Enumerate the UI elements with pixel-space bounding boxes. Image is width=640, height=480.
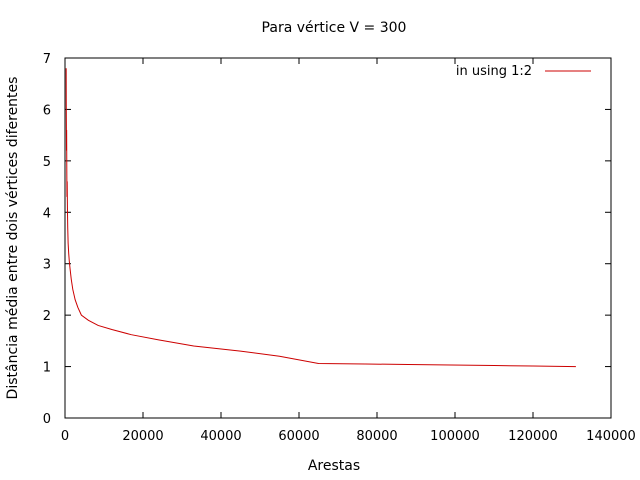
plot-frame [64,57,612,419]
x-tick-label: 40000 [200,429,241,444]
x-tick-label: 80000 [356,429,397,444]
y-tick-label: 1 [43,361,51,376]
legend: in using 1:2 [456,64,591,79]
x-tick-label: 120000 [508,429,558,444]
y-tick-label: 2 [43,309,51,324]
y-axis-label: Distância média entre dois vértices dife… [5,77,21,400]
legend-label: in using 1:2 [456,64,532,79]
y-axis: 0 1 2 3 4 5 6 7 [43,52,611,427]
series-line [65,68,576,368]
y-tick-label: 3 [43,258,51,273]
x-axis: 0 20000 40000 60000 80000 100000 120000 140000 [61,58,636,444]
y-tick-label: 7 [43,52,51,67]
y-tick-label: 6 [43,103,51,118]
x-tick-label: 20000 [122,429,163,444]
x-tick-label: 140000 [586,429,636,444]
x-tick-label: 100000 [430,429,480,444]
x-tick-label: 60000 [278,429,319,444]
x-axis-label: Arestas [308,458,360,474]
y-tick-label: 4 [43,206,51,221]
chart-title: Para vértice V = 300 [262,20,407,36]
x-tick-label: 0 [61,429,69,444]
y-tick-label: 5 [43,155,51,170]
series-layer [65,68,576,368]
y-tick-label: 0 [43,412,51,427]
